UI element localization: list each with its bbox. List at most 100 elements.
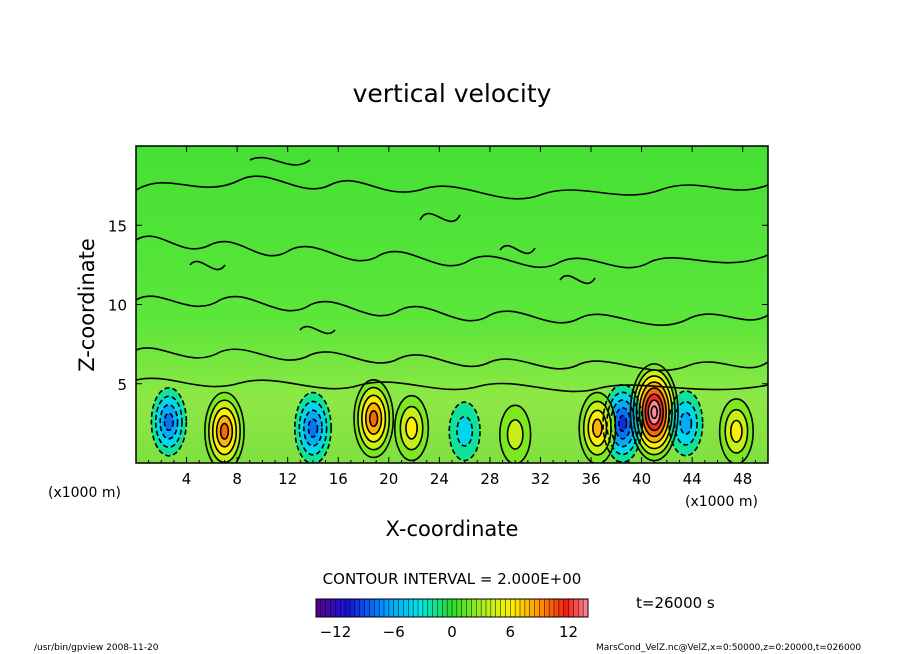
colorbar — [315, 599, 589, 617]
colorbar-cell — [481, 599, 487, 617]
colorbar-cell — [442, 599, 448, 617]
feature-contour — [163, 412, 175, 432]
colorbar-cell — [364, 599, 370, 617]
feature-contour — [506, 419, 524, 450]
colorbar-cell — [325, 599, 331, 617]
feature-level — [456, 416, 473, 446]
feature-contour — [456, 415, 474, 447]
contour-interval-label: CONTOUR INTERVAL = 2.000E+00 — [323, 570, 582, 588]
x-tick-label: 24 — [430, 470, 449, 488]
x-axis-label: X-coordinate — [386, 517, 519, 541]
y-axis-ticks: 5 10 15 — [108, 217, 768, 394]
colorbar-tick-label: 6 — [506, 623, 516, 641]
colorbar-cell — [398, 599, 404, 617]
feature-level — [308, 419, 318, 438]
colorbar-cell — [408, 599, 414, 617]
colorbar-cell — [427, 599, 433, 617]
colorbar-cell — [544, 599, 550, 617]
feature-contour — [673, 400, 698, 446]
colorbar-cell — [384, 599, 390, 617]
feature-contour — [587, 409, 608, 447]
feature-contour — [499, 404, 532, 463]
feature-contour — [730, 419, 743, 443]
colorbar-cell — [345, 599, 351, 617]
colorbar-cell — [578, 599, 584, 617]
colorbar-cell — [388, 599, 395, 617]
x-tick-label: 16 — [329, 470, 348, 488]
colorbar-cell — [403, 599, 409, 617]
colorbar-cell — [563, 599, 569, 617]
colorbar-cell — [476, 599, 482, 617]
feature-blob — [449, 402, 481, 461]
colorbar-cell — [354, 599, 361, 617]
x-tick-label: 20 — [379, 470, 398, 488]
colorbar-cell — [369, 599, 375, 617]
colorbar-cell — [418, 599, 424, 617]
time-label: t=26000 s — [636, 594, 715, 612]
y-tick-label: 5 — [117, 376, 127, 394]
y-tick-label: 10 — [108, 297, 127, 315]
feature-contour — [219, 422, 230, 440]
x-tick-label: 44 — [683, 470, 702, 488]
x-tick-label: 8 — [232, 470, 242, 488]
colorbar-cell — [422, 599, 429, 617]
colorbar-cell — [359, 599, 365, 617]
feature-contour — [298, 400, 328, 456]
x-tick-label: 40 — [632, 470, 651, 488]
feature-contour — [361, 394, 387, 443]
x-axis-ticks: 4 8 12 16 20 24 28 32 36 40 44 48 — [148, 146, 756, 488]
feature-contour — [679, 411, 693, 435]
chart-title: vertical velocity — [353, 79, 552, 108]
feature-blob — [151, 387, 187, 456]
colorbar-cell — [500, 599, 506, 617]
feature-level — [651, 406, 658, 419]
colorbar-cell — [529, 599, 535, 617]
feature-level — [405, 417, 418, 439]
colorbar-cell — [335, 599, 341, 617]
colorbar-cell — [340, 599, 346, 617]
colorbar-tick-label: 12 — [559, 623, 578, 641]
x-tick-label: 28 — [480, 470, 499, 488]
colorbar-cell — [486, 599, 492, 617]
feature-contour — [644, 393, 664, 432]
colorbar-cell — [495, 599, 501, 617]
plot-area — [136, 146, 768, 463]
colorbar-cell — [539, 599, 545, 617]
x-tick-label: 48 — [733, 470, 752, 488]
feature-blob — [499, 405, 531, 463]
colorbar-cell — [320, 599, 327, 617]
colorbar-cell — [558, 599, 565, 617]
colorbar-cell — [505, 599, 511, 617]
colorbar-tick-label: 0 — [447, 623, 457, 641]
feature-contour — [718, 398, 754, 463]
feature-contour — [303, 409, 323, 447]
feature-level — [220, 423, 229, 440]
colorbar-cell — [510, 599, 516, 617]
x-unit-left: (x1000 m) — [48, 485, 121, 501]
colorbar-cell — [466, 599, 472, 617]
footer-right: MarsCond_VelZ.nc@VelZ,x=0:50000,z=0:2000… — [596, 643, 861, 653]
colorbar-cell — [490, 599, 497, 617]
feature-level — [618, 415, 627, 432]
feature-contour — [405, 416, 418, 440]
colorbar-cell — [583, 599, 589, 617]
x-tick-label: 36 — [581, 470, 600, 488]
y-axis-label: Z-coordinate — [75, 238, 99, 372]
feature-contour — [638, 381, 670, 444]
feature-level — [369, 410, 378, 427]
feature-contour — [668, 390, 704, 457]
colorbar-cell — [413, 599, 419, 617]
feature-contour — [635, 375, 673, 450]
x-tick-label: 4 — [182, 470, 192, 488]
colorbar-cell — [573, 599, 579, 617]
colorbar-cell — [534, 599, 540, 617]
colorbar-cell — [350, 599, 356, 617]
colorbar-cell — [549, 599, 555, 617]
feature-contour — [578, 391, 617, 463]
feature-contour — [364, 402, 383, 435]
feature-level — [730, 420, 743, 443]
colorbar-cell — [393, 599, 399, 617]
colorbar-cell — [452, 599, 458, 617]
feature-contour — [632, 369, 676, 456]
